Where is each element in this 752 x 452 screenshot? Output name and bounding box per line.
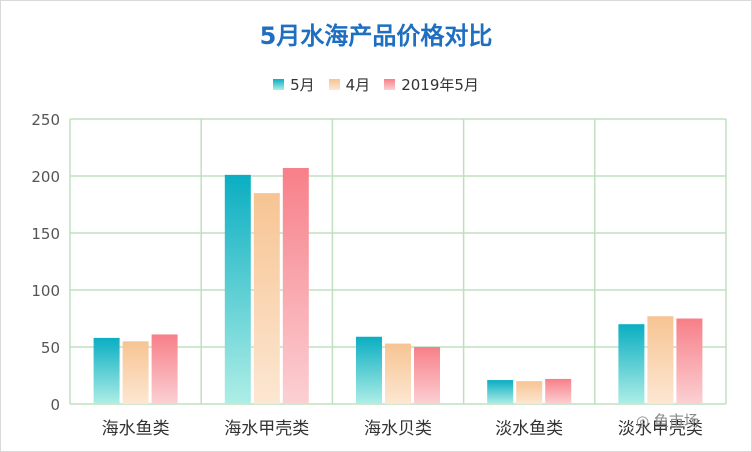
bar — [282, 168, 309, 404]
bar — [545, 378, 572, 404]
y-tick-label: 50 — [41, 339, 60, 357]
legend-item-2019-may: 2019年5月 — [384, 74, 479, 95]
y-tick-label: 250 — [31, 111, 60, 129]
x-tick-label: 淡水鱼类 — [495, 419, 563, 439]
bar — [647, 316, 674, 404]
y-tick-label: 200 — [31, 168, 60, 186]
y-tick-label: 150 — [31, 225, 60, 243]
legend-label-april: 4月 — [345, 76, 371, 94]
x-tick-label: 海水鱼类 — [102, 419, 170, 439]
y-tick-label: 0 — [50, 396, 60, 414]
legend-item-april: 4月 — [328, 74, 371, 95]
bar — [224, 174, 251, 404]
legend-swatch-2019-may — [384, 79, 396, 90]
bar — [487, 380, 514, 404]
chart-title: 5月水海产品价格对比 — [259, 22, 493, 50]
bar — [618, 324, 645, 404]
legend-label-2019-may: 2019年5月 — [401, 76, 479, 94]
x-tick-label: 淡水甲壳类 — [618, 419, 703, 439]
bar — [414, 347, 440, 404]
legend-swatch-april — [328, 79, 340, 90]
bar — [122, 341, 149, 404]
legend-swatch-may — [273, 79, 285, 90]
bar — [356, 336, 382, 404]
bar — [385, 343, 411, 404]
wechat-icon: ◎ — [636, 412, 654, 430]
bar — [151, 334, 178, 404]
bar — [253, 193, 280, 404]
legend-item-may: 5月 — [273, 74, 315, 95]
bar — [516, 381, 543, 404]
bar — [93, 337, 120, 404]
x-tick-label: 海水贝类 — [364, 419, 432, 439]
bar — [676, 318, 703, 404]
y-tick-label: 100 — [31, 282, 60, 300]
watermark-text: 鱼市场 — [653, 412, 699, 430]
watermark: ◎ 鱼市场 — [636, 410, 699, 431]
legend: 5月 4月 2019年5月 — [0, 74, 752, 95]
x-tick-label: 海水甲壳类 — [224, 419, 309, 439]
legend-label-may: 5月 — [290, 76, 315, 94]
